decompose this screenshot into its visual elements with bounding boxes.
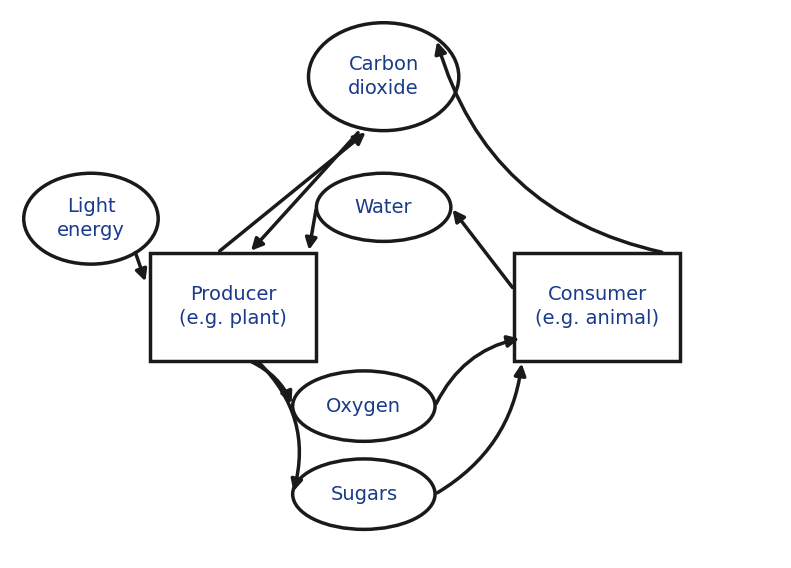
Text: Water: Water <box>355 198 412 217</box>
Text: Producer
(e.g. plant): Producer (e.g. plant) <box>180 286 287 328</box>
Text: Consumer
(e.g. animal): Consumer (e.g. animal) <box>536 286 659 328</box>
Text: Oxygen: Oxygen <box>327 396 401 416</box>
Bar <box>514 253 680 361</box>
Text: Light
energy: Light energy <box>57 198 125 240</box>
Bar <box>150 253 316 361</box>
Text: Carbon
dioxide: Carbon dioxide <box>348 56 419 98</box>
Text: Sugars: Sugars <box>331 485 397 504</box>
